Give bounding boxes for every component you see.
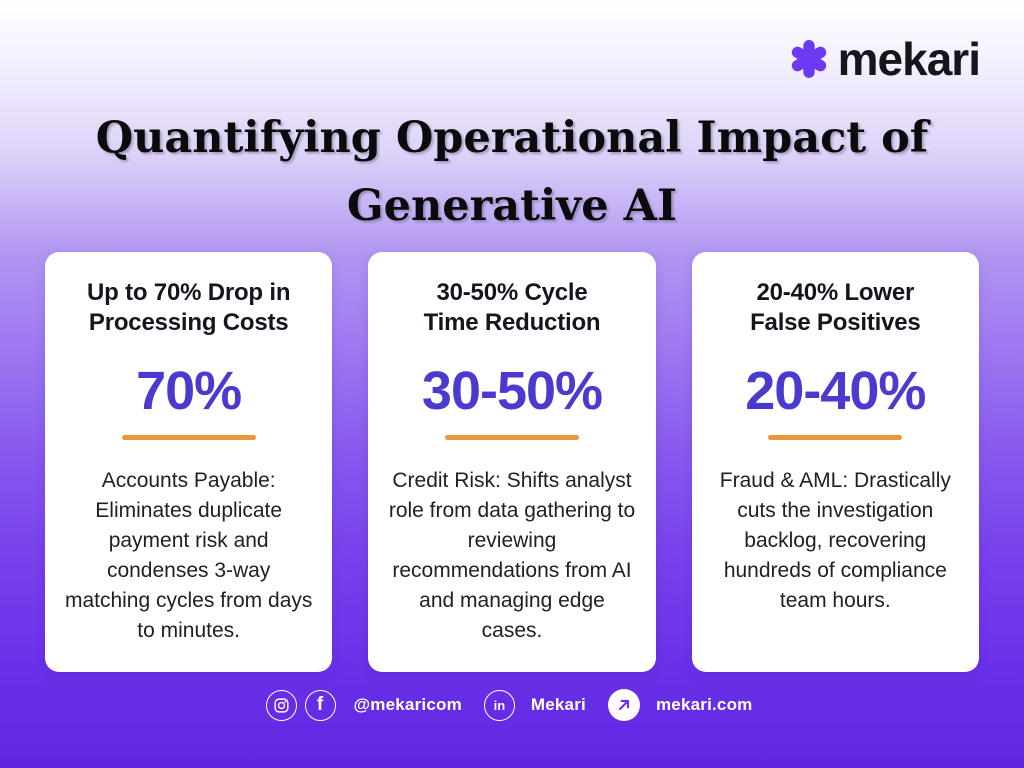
mekari-logo-text: mekari xyxy=(837,33,981,85)
facebook-icon[interactable]: f xyxy=(304,689,336,721)
stat-value: 30-50% xyxy=(421,361,603,421)
linkedin-glyph: in xyxy=(493,697,506,713)
linkedin-icon[interactable]: in xyxy=(483,689,515,721)
linkedin-name[interactable]: Mekari xyxy=(530,695,586,714)
stat-cards-row: Up to 70% Drop in Processing Costs 70% A… xyxy=(45,252,979,672)
card-heading-line2: Time Reduction xyxy=(423,309,601,336)
card-heading: 20-40% Lower False Positives xyxy=(710,278,961,338)
card-heading-line2: Processing Costs xyxy=(88,309,289,336)
card-description: Credit Risk: Shifts analyst role from da… xyxy=(388,469,636,642)
stat-underline xyxy=(444,435,579,440)
stat-value: 70% xyxy=(136,361,242,421)
mekari-logo: mekari xyxy=(790,33,981,85)
stat-card-cycle-time: 30-50% Cycle Time Reduction 30-50% Credi… xyxy=(368,252,656,672)
social-handle[interactable]: @mekaricom xyxy=(353,695,462,714)
stat-card-false-positives: 20-40% Lower False Positives 20-40% Frau… xyxy=(691,252,979,672)
page-title: Quantifying Operational Impact of Genera… xyxy=(0,104,1024,240)
card-heading-line1: 20-40% Lower xyxy=(756,279,915,306)
facebook-glyph: f xyxy=(316,693,324,715)
card-description: Accounts Payable: Eliminates duplicate p… xyxy=(64,469,313,642)
page-title-line1: Quantifying Operational Impact of xyxy=(95,113,929,163)
card-description: Fraud & AML: Drastically cuts the invest… xyxy=(719,469,951,612)
page-title-line2: Generative AI xyxy=(346,181,678,231)
stat-value: 20-40% xyxy=(745,361,926,421)
stat-card-processing-costs: Up to 70% Drop in Processing Costs 70% A… xyxy=(45,252,333,672)
stat-underline xyxy=(768,435,903,440)
stat-underline xyxy=(121,435,256,440)
social-footer: f @mekaricom in Mekari mekari.com xyxy=(0,689,1024,721)
website-link[interactable]: mekari.com xyxy=(655,695,753,714)
instagram-icon[interactable] xyxy=(265,689,297,721)
external-link-icon[interactable] xyxy=(607,689,640,721)
card-heading-line1: Up to 70% Drop in xyxy=(87,279,291,306)
card-heading-line1: 30-50% Cycle xyxy=(436,279,588,306)
mekari-star-icon xyxy=(791,40,826,78)
card-heading: Up to 70% Drop in Processing Costs xyxy=(63,278,314,338)
card-heading-line2: False Positives xyxy=(750,309,921,336)
card-heading: 30-50% Cycle Time Reduction xyxy=(386,278,637,338)
